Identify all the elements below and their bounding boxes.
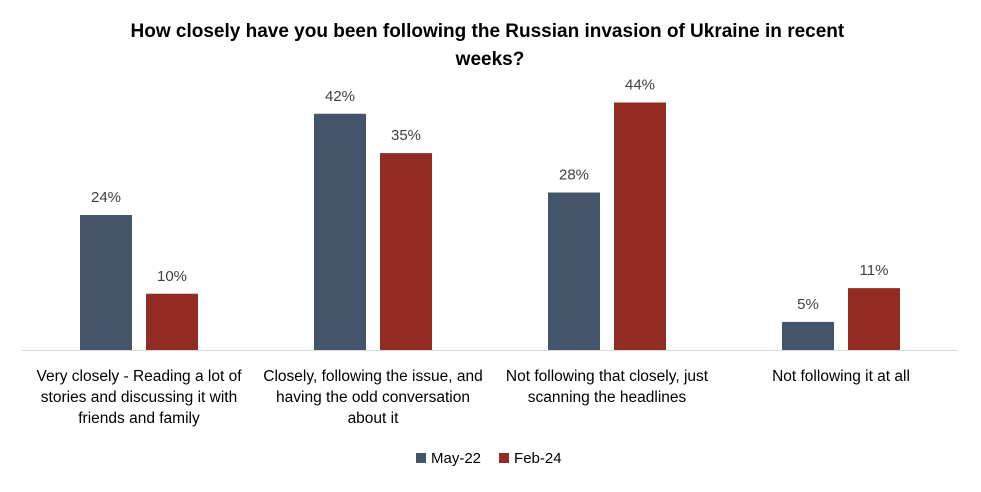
- legend-swatch-may-22: [416, 453, 426, 463]
- bar-feb-24-1: [380, 153, 432, 350]
- data-labels-group: 24% 10% 42% 35% 28% 44% 5% 11%: [91, 77, 888, 313]
- data-label-may-22-1: 42%: [325, 88, 355, 105]
- data-label-feb-24-3: 11%: [860, 262, 889, 279]
- legend-swatch-feb-24: [499, 453, 510, 463]
- category-label-1: Closely, following the issue, and having …: [263, 368, 482, 427]
- bar-may-22-1: [314, 113, 366, 350]
- bar-may-22-2: [548, 192, 600, 350]
- category-labels-group: Very closely - Reading a lot of stories a…: [36, 368, 909, 427]
- bars-group: [80, 102, 900, 350]
- category-label-3: Not following it at all: [772, 368, 910, 385]
- data-label-may-22-2: 28%: [559, 167, 589, 184]
- bar-feb-24-0: [146, 293, 198, 350]
- category-label-0: Very closely - Reading a lot of stories a…: [36, 368, 242, 427]
- legend: May-22 Feb-24: [416, 450, 562, 467]
- legend-label-feb-24: Feb-24: [514, 450, 562, 467]
- data-label-may-22-0: 24%: [91, 189, 121, 206]
- legend-label-may-22: May-22: [431, 450, 481, 467]
- chart-title: How closely have you been following the …: [131, 21, 850, 70]
- category-label-2: Not following that closely, just scanning…: [506, 368, 709, 406]
- bar-feb-24-3: [848, 288, 900, 350]
- data-label-feb-24-1: 35%: [391, 127, 421, 144]
- bar-may-22-3: [782, 321, 834, 350]
- data-label-may-22-3: 5%: [797, 296, 819, 313]
- bar-feb-24-2: [614, 102, 666, 350]
- data-label-feb-24-0: 10%: [157, 268, 187, 285]
- data-label-feb-24-2: 44%: [625, 77, 655, 94]
- bar-may-22-0: [80, 215, 132, 350]
